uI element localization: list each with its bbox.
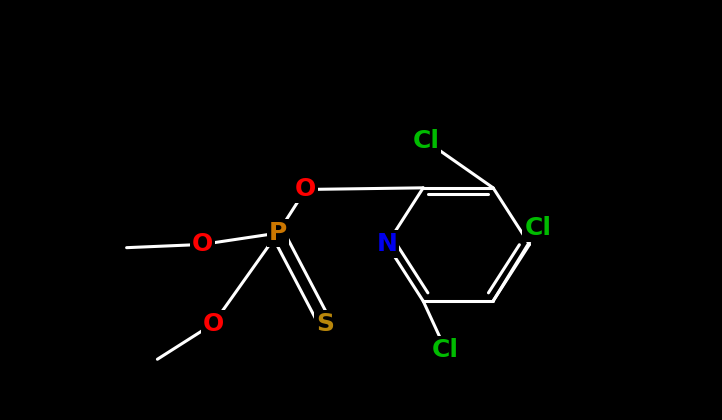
Text: O: O bbox=[295, 178, 316, 202]
Text: Cl: Cl bbox=[432, 338, 459, 362]
Text: O: O bbox=[203, 312, 224, 336]
Text: P: P bbox=[269, 221, 287, 245]
Text: Cl: Cl bbox=[524, 216, 552, 240]
Text: N: N bbox=[376, 232, 397, 257]
Text: S: S bbox=[316, 312, 334, 336]
Text: Cl: Cl bbox=[412, 129, 440, 153]
Text: O: O bbox=[191, 232, 213, 257]
